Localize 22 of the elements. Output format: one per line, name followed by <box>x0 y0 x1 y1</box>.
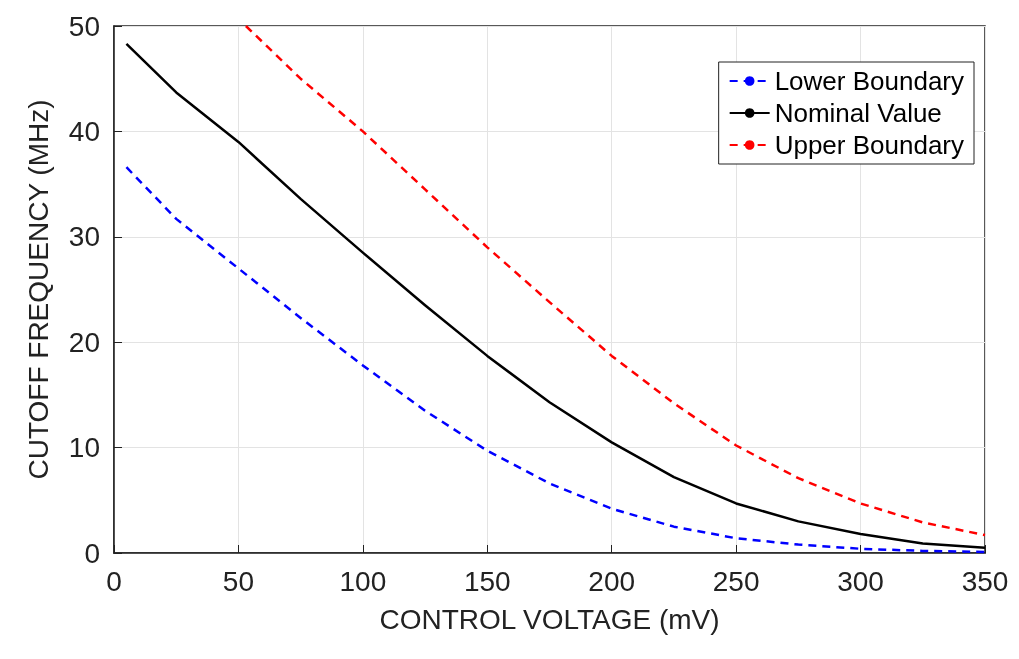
x-tick-label: 300 <box>837 565 884 597</box>
x-tick-label: 100 <box>339 565 387 597</box>
legend-label: Upper Boundary <box>774 130 965 160</box>
y-tick-label: 50 <box>68 10 100 42</box>
line-series <box>125 165 987 554</box>
x-tick-label: 50 <box>222 565 255 597</box>
x-tick-label: 250 <box>712 565 760 597</box>
x-tick-label: 350 <box>961 565 1009 597</box>
line-series <box>244 24 987 537</box>
legend-label: Lower Boundary <box>774 66 965 96</box>
line-series <box>125 42 987 549</box>
y-tick-label: 0 <box>84 537 100 569</box>
y-tick-label: 30 <box>68 221 100 253</box>
legend-label: Nominal Value <box>774 98 942 128</box>
y-tick-label: 20 <box>68 326 100 358</box>
x-tick-label: 0 <box>106 565 122 597</box>
y-axis-title: CUTOFF FREQUENCY (MHz) <box>22 99 54 480</box>
x-tick-label: 150 <box>463 565 511 597</box>
x-axis-title: CONTROL VOLTAGE (mV) <box>379 603 720 635</box>
y-tick-label: 10 <box>68 432 100 464</box>
y-tick-label: 40 <box>68 115 100 147</box>
x-tick-label: 200 <box>588 565 636 597</box>
